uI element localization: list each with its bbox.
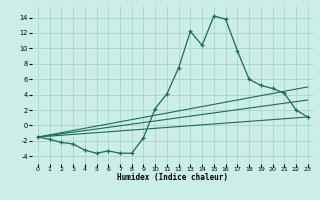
X-axis label: Humidex (Indice chaleur): Humidex (Indice chaleur) bbox=[117, 173, 228, 182]
